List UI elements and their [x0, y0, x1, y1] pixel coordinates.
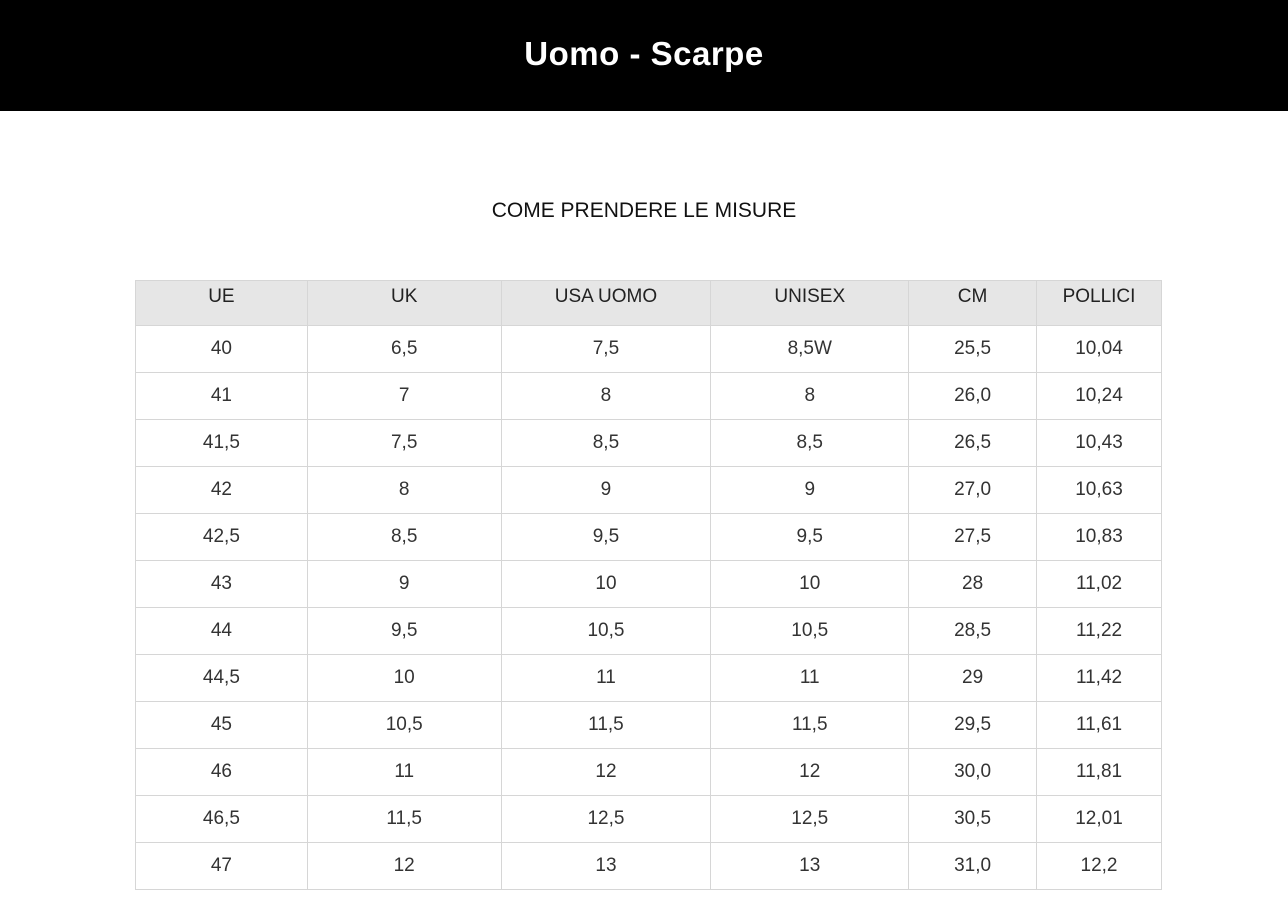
table-cell: 9,5: [710, 513, 910, 561]
column-header-usa-uomo: USA UOMO: [500, 280, 712, 326]
table-cell: 12,5: [710, 795, 910, 843]
table-row: 43 9 10 10 28 11,02: [135, 560, 1162, 608]
table-cell: 13: [500, 842, 712, 890]
table-row: 46,5 11,5 12,5 12,5 30,5 12,01: [135, 795, 1162, 843]
table-row: 45 10,5 11,5 11,5 29,5 11,61: [135, 701, 1162, 749]
table-cell: 12,2: [1036, 842, 1162, 890]
table-cell: 13: [710, 842, 910, 890]
table-cell: 10,5: [306, 701, 502, 749]
table-cell: 10: [500, 560, 712, 608]
table-cell: 10,63: [1036, 466, 1162, 514]
table-row: 46 11 12 12 30,0 11,81: [135, 748, 1162, 796]
table-cell: 27,0: [908, 466, 1038, 514]
table-cell: 41: [135, 372, 308, 420]
table-cell: 12,5: [500, 795, 712, 843]
table-cell: 12: [500, 748, 712, 796]
table-cell: 9,5: [306, 607, 502, 655]
table-cell: 25,5: [908, 325, 1038, 373]
table-cell: 11,42: [1036, 654, 1162, 702]
table-cell: 10: [306, 654, 502, 702]
table-cell: 11,22: [1036, 607, 1162, 655]
table-cell: 30,5: [908, 795, 1038, 843]
column-header-cm: CM: [908, 280, 1038, 326]
table-cell: 7: [306, 372, 502, 420]
table-cell: 10,24: [1036, 372, 1162, 420]
table-cell: 41,5: [135, 419, 308, 467]
table-cell: 12: [306, 842, 502, 890]
table-cell: 40: [135, 325, 308, 373]
table-cell: 31,0: [908, 842, 1038, 890]
table-cell: 42,5: [135, 513, 308, 561]
table-cell: 11: [306, 748, 502, 796]
table-cell: 26,0: [908, 372, 1038, 420]
table-cell: 12,01: [1036, 795, 1162, 843]
table-cell: 46,5: [135, 795, 308, 843]
table-cell: 10,04: [1036, 325, 1162, 373]
table-cell: 47: [135, 842, 308, 890]
how-to-measure-link[interactable]: COME PRENDERE LE MISURE: [491, 199, 797, 222]
table-row: 47 12 13 13 31,0 12,2: [135, 842, 1162, 890]
table-cell: 44: [135, 607, 308, 655]
table-cell: 12: [710, 748, 910, 796]
table-cell: 8,5W: [710, 325, 910, 373]
table-row: 41 7 8 8 26,0 10,24: [135, 372, 1162, 420]
page-header: Uomo - Scarpe: [0, 0, 1288, 111]
column-header-ue: UE: [135, 280, 308, 326]
page-title: Uomo - Scarpe: [524, 34, 764, 72]
table-cell: 10: [710, 560, 910, 608]
table-cell: 43: [135, 560, 308, 608]
table-cell: 42: [135, 466, 308, 514]
table-cell: 29,5: [908, 701, 1038, 749]
table-row: 44 9,5 10,5 10,5 28,5 11,22: [135, 607, 1162, 655]
table-cell: 8: [500, 372, 712, 420]
table-cell: 8,5: [306, 513, 502, 561]
table-cell: 8: [306, 466, 502, 514]
table-cell: 9: [710, 466, 910, 514]
table-row: 42 8 9 9 27,0 10,63: [135, 466, 1162, 514]
table-cell: 11,61: [1036, 701, 1162, 749]
table-cell: 46: [135, 748, 308, 796]
table-cell: 27,5: [908, 513, 1038, 561]
table-row: 44,5 10 11 11 29 11,42: [135, 654, 1162, 702]
table-cell: 11,5: [710, 701, 910, 749]
table-cell: 28: [908, 560, 1038, 608]
table-cell: 8: [710, 372, 910, 420]
table-cell: 9: [500, 466, 712, 514]
table-cell: 11,81: [1036, 748, 1162, 796]
column-header-unisex: UNISEX: [710, 280, 910, 326]
column-header-uk: UK: [306, 280, 502, 326]
column-header-pollici: POLLICI: [1036, 280, 1162, 326]
table-cell: 30,0: [908, 748, 1038, 796]
table-cell: 9: [306, 560, 502, 608]
table-cell: 11,02: [1036, 560, 1162, 608]
table-cell: 11: [710, 654, 910, 702]
table-cell: 11: [500, 654, 712, 702]
table-cell: 8,5: [710, 419, 910, 467]
table-cell: 10,5: [710, 607, 910, 655]
table-row: 41,5 7,5 8,5 8,5 26,5 10,43: [135, 419, 1162, 467]
table-cell: 7,5: [500, 325, 712, 373]
table-cell: 7,5: [306, 419, 502, 467]
table-cell: 10,43: [1036, 419, 1162, 467]
table-cell: 10,83: [1036, 513, 1162, 561]
table-row: 40 6,5 7,5 8,5W 25,5 10,04: [135, 325, 1162, 373]
table-cell: 11,5: [306, 795, 502, 843]
table-cell: 8,5: [500, 419, 712, 467]
table-header-row: UE UK USA UOMO UNISEX CM POLLICI: [135, 280, 1162, 326]
table-cell: 28,5: [908, 607, 1038, 655]
table-cell: 44,5: [135, 654, 308, 702]
table-cell: 9,5: [500, 513, 712, 561]
table-row: 42,5 8,5 9,5 9,5 27,5 10,83: [135, 513, 1162, 561]
table-cell: 29: [908, 654, 1038, 702]
table-cell: 6,5: [306, 325, 502, 373]
table-cell: 10,5: [500, 607, 712, 655]
table-cell: 45: [135, 701, 308, 749]
table-cell: 11,5: [500, 701, 712, 749]
size-chart-table: UE UK USA UOMO UNISEX CM POLLICI 40 6,5 7,5 8,5W…: [135, 280, 1162, 890]
table-cell: 26,5: [908, 419, 1038, 467]
